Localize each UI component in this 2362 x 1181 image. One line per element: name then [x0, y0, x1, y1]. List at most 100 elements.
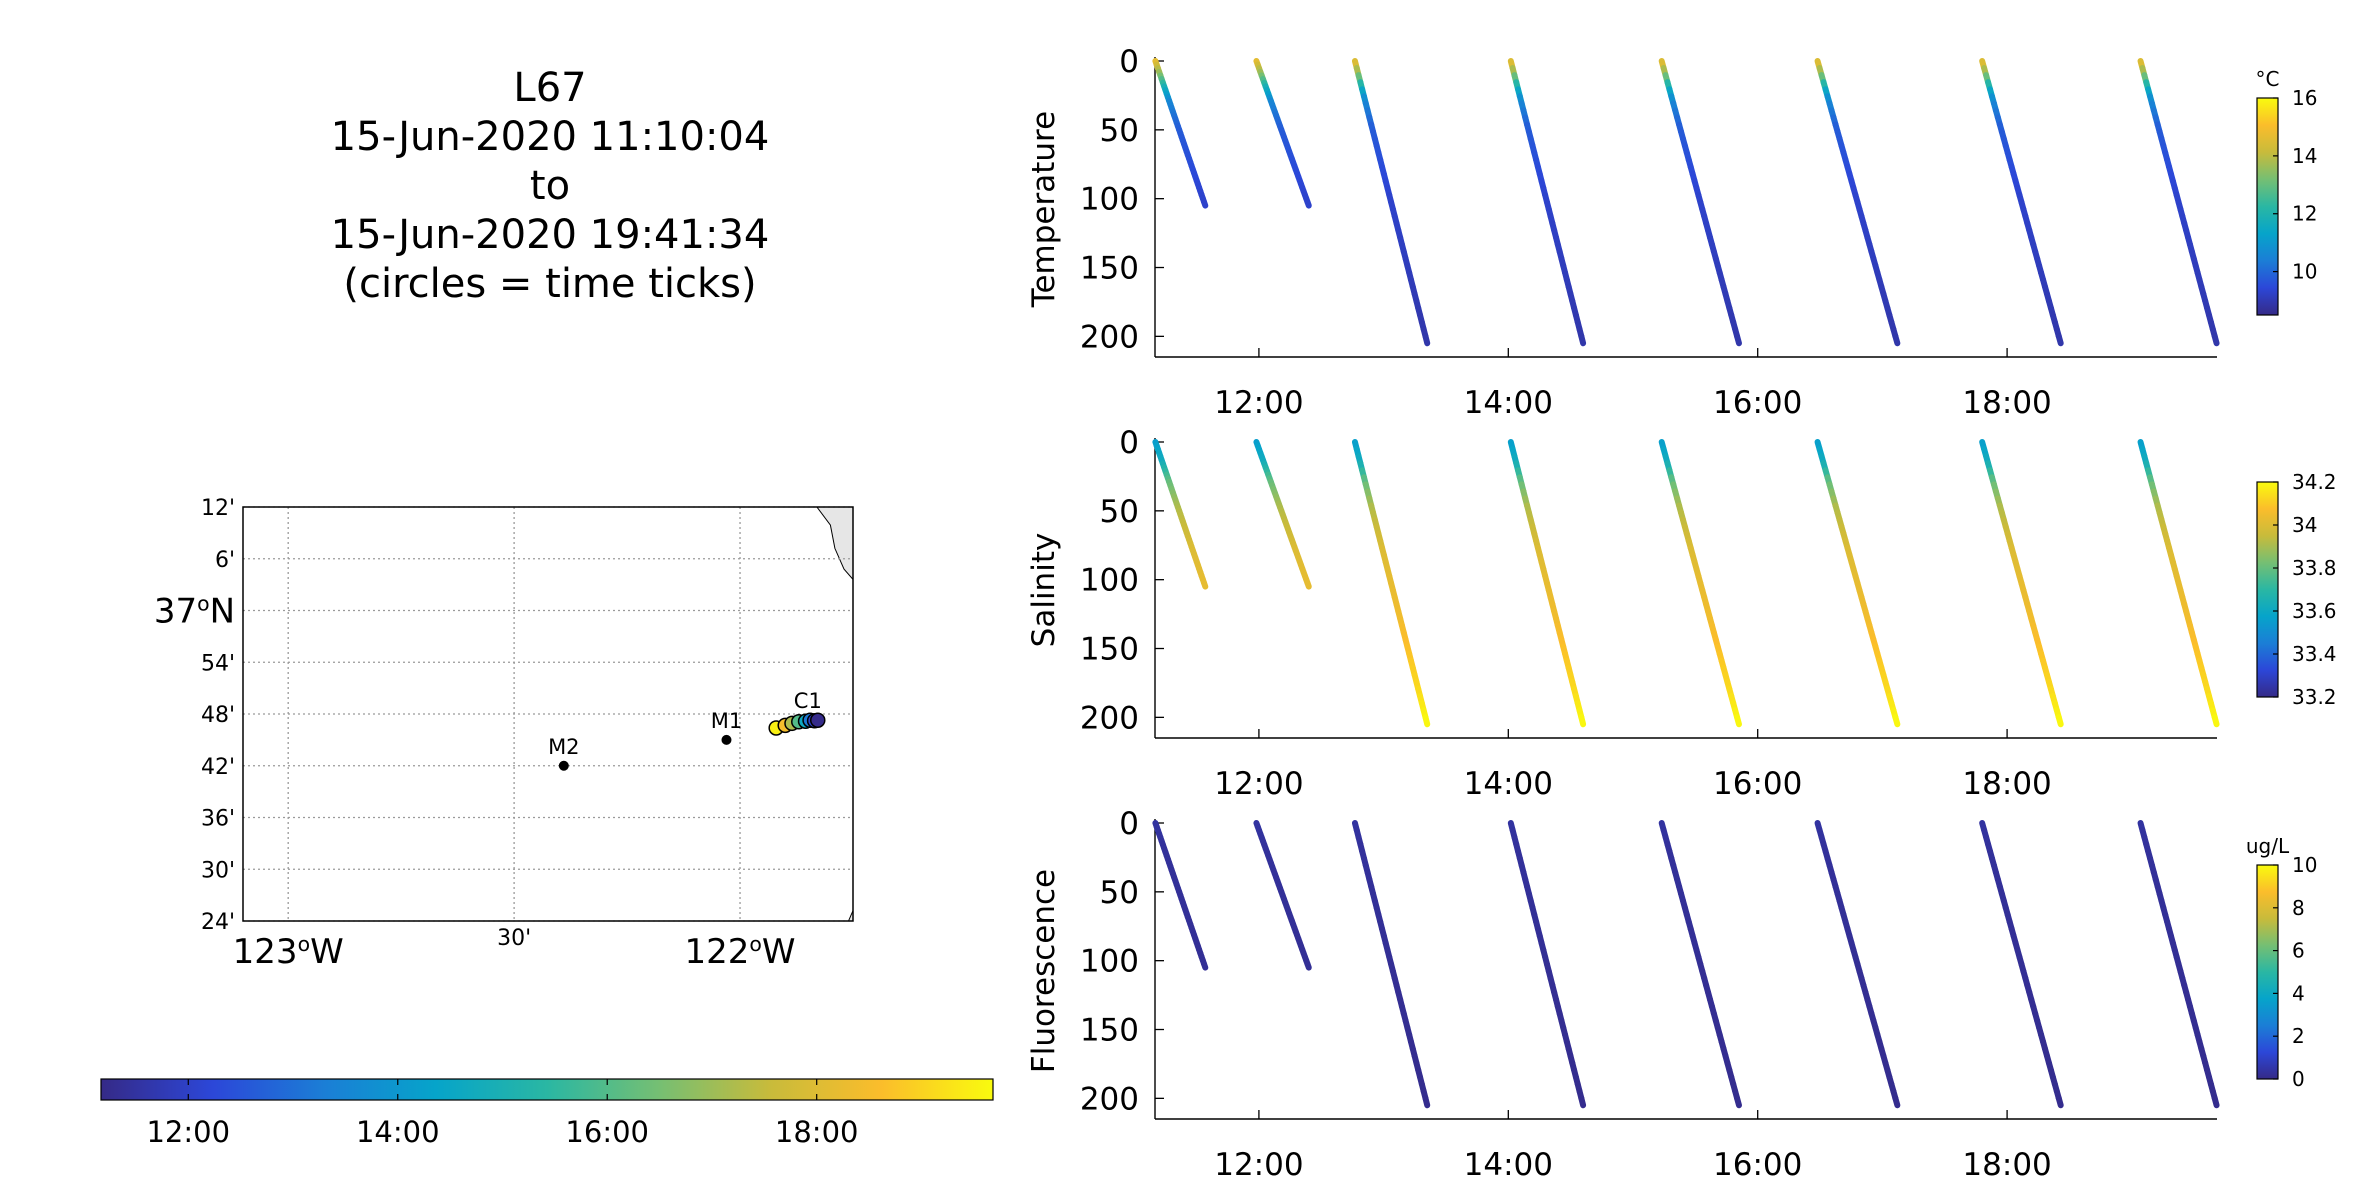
profile-segment — [2211, 1095, 2220, 1109]
track-circle — [810, 712, 826, 728]
map-lon-tick-label: 122oW — [685, 932, 796, 972]
profile-segment — [1892, 714, 1901, 728]
station-label: M2 — [548, 735, 579, 759]
y-tick-label: 150 — [1080, 251, 1139, 287]
profile-segment — [2055, 714, 2064, 728]
map-lat-tick-label: 6' — [215, 548, 235, 573]
profile-segment — [1578, 333, 1587, 347]
y-tick-label: 0 — [1119, 425, 1139, 461]
colorbar-tick-label: 8 — [2292, 896, 2305, 920]
temperature-panel: 0 50 100 150 200 12:00 14:00 16:00 18:00 Temperat… — [1026, 44, 2317, 421]
y-axis-label: Fluorescence — [1026, 869, 1062, 1073]
colorbar-ramp — [2256, 97, 2279, 316]
profile-segment — [1304, 198, 1312, 209]
colorbar-tick-label: 33.4 — [2292, 642, 2337, 666]
colorbar-tick-label: 4 — [2292, 981, 2305, 1005]
profile-segment — [1201, 198, 1209, 209]
station-label: M1 — [711, 709, 742, 733]
time-colorbar-tick-label: 16:00 — [565, 1115, 649, 1149]
y-tick-label: 50 — [1100, 875, 1139, 911]
profile-segment — [1422, 714, 1431, 728]
profile-segment — [1734, 1095, 1742, 1109]
title-line-to: to — [529, 163, 571, 209]
colorbar-tick-label: 34.2 — [2292, 470, 2337, 494]
y-tick-label: 200 — [1080, 319, 1139, 355]
map-panel: 123oW 30' 122oW 12' 6' 37oN 54' 48' 42' 36' 30' 24'… — [154, 496, 854, 972]
y-tick-label: 50 — [1100, 113, 1139, 149]
title-line-note: (circles = time ticks) — [343, 261, 757, 307]
colorbar-tick-label: 14 — [2292, 144, 2317, 168]
colorbar-tick-label: 33.8 — [2292, 556, 2337, 580]
station-marker — [558, 760, 569, 771]
title-line-start: 15-Jun-2020 11:10:04 — [330, 114, 770, 160]
map-lon-tick-label: 123oW — [233, 932, 344, 972]
title-line-mission: L67 — [513, 65, 587, 111]
profile-segment — [2055, 1095, 2064, 1109]
y-tick-label: 150 — [1080, 632, 1139, 668]
y-tick-label: 200 — [1080, 700, 1139, 736]
profile-segment — [1201, 960, 1209, 971]
figure-title: L67 15-Jun-2020 11:10:04 to 15-Jun-2020 … — [290, 64, 810, 309]
profile-segment — [1201, 579, 1209, 590]
profile-segment — [2055, 333, 2064, 347]
colorbar-tick-label: 33.6 — [2292, 599, 2337, 623]
y-tick-label: 150 — [1080, 1013, 1139, 1049]
x-tick-label: 16:00 — [1713, 1147, 1802, 1181]
profile-segment — [2211, 333, 2220, 347]
profile-segment — [1734, 714, 1742, 728]
colorbar-tick-label: 33.2 — [2292, 685, 2337, 709]
profile-segment — [1578, 1095, 1587, 1109]
profile-segment — [2211, 714, 2220, 728]
y-tick-label: 100 — [1080, 944, 1139, 980]
profile-segment — [1304, 579, 1312, 590]
colorbar-units-label: ug/L — [2246, 834, 2290, 858]
y-tick-label: 50 — [1100, 494, 1139, 530]
x-tick-label: 14:00 — [1464, 766, 1553, 802]
profile-segment — [1578, 714, 1587, 728]
y-tick-label: 0 — [1119, 806, 1139, 842]
station-label: C1 — [794, 689, 822, 713]
x-tick-label: 18:00 — [1962, 766, 2051, 802]
time-colorbar-ramp — [100, 1078, 994, 1101]
y-axis-label: Temperature — [1026, 111, 1062, 308]
profile-segment — [1422, 1095, 1431, 1109]
x-tick-label: 18:00 — [1962, 385, 2051, 421]
map-lat-tick-label: 42' — [201, 755, 235, 780]
x-tick-label: 14:00 — [1464, 1147, 1553, 1181]
profile-segment — [1422, 333, 1431, 347]
y-axis-label: Salinity — [1026, 533, 1062, 648]
map-lat-tick-label: 12' — [201, 496, 235, 521]
map-lat-tick-label: 48' — [201, 703, 235, 728]
map-lat-tick-label: 24' — [201, 910, 235, 935]
map-lon-tick-label: 30' — [497, 926, 531, 951]
time-colorbar: 12:00 14:00 16:00 18:00 — [100, 1078, 994, 1149]
x-tick-label: 18:00 — [1962, 1147, 2051, 1181]
map-lat-tick-label: 30' — [201, 858, 235, 883]
colorbar-tick-label: 34 — [2292, 513, 2317, 537]
y-tick-label: 200 — [1080, 1081, 1139, 1117]
colorbar-tick-label: 6 — [2292, 939, 2305, 963]
map-lat-tick-label: 54' — [201, 651, 235, 676]
profile-segment — [1304, 960, 1312, 971]
x-tick-label: 16:00 — [1713, 385, 1802, 421]
colorbar-units-label: °C — [2256, 67, 2280, 91]
colorbar-tick-label: 10 — [2292, 853, 2317, 877]
profile-segment — [1892, 333, 1901, 347]
colorbar-tick-label: 12 — [2292, 202, 2317, 226]
time-colorbar-tick-label: 12:00 — [146, 1115, 230, 1149]
x-tick-label: 16:00 — [1713, 766, 1802, 802]
y-tick-label: 100 — [1080, 182, 1139, 218]
y-tick-label: 100 — [1080, 563, 1139, 599]
map-frame — [242, 506, 854, 922]
colorbar-ramp — [2256, 864, 2279, 1080]
colorbar-tick-label: 2 — [2292, 1024, 2305, 1048]
salinity-panel: 0 50 100 150 200 12:00 14:00 16:00 18:00 Salinity… — [1026, 425, 2337, 802]
map-land — [816, 507, 853, 921]
colorbar-tick-label: 16 — [2292, 86, 2317, 110]
x-tick-label: 14:00 — [1464, 385, 1553, 421]
colorbar-tick-label: 10 — [2292, 260, 2317, 284]
x-tick-label: 12:00 — [1214, 766, 1303, 802]
colorbar-ramp — [2256, 481, 2279, 698]
